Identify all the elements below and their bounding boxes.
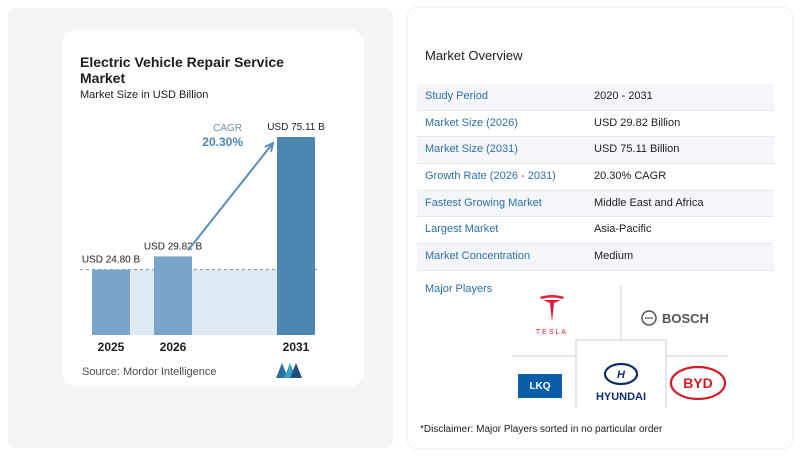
overview-card bbox=[408, 8, 792, 448]
lkq-logo-text: LKQ bbox=[529, 381, 550, 392]
row-label: Growth Rate (2026 - 2031) bbox=[425, 170, 556, 183]
lkq-logo-icon: LKQ bbox=[518, 374, 562, 398]
mordor-logo-icon bbox=[276, 363, 302, 378]
chart-subtitle: Market Size in USD Billion bbox=[80, 89, 209, 101]
row-label: Market Size (2031) bbox=[425, 143, 518, 156]
overview-row: Market Concentration Medium bbox=[417, 244, 774, 271]
bar-chart: USD 24.80 B 2025 USD 29.82 B 2026 USD 75.11 … bbox=[80, 122, 325, 354]
tesla-logo-text: TESLA bbox=[536, 329, 568, 336]
x-tick-label: 2025 bbox=[98, 340, 125, 354]
row-value: USD 29.82 Billion bbox=[594, 116, 681, 129]
disclaimer: *Disclaimer: Major Players sorted in no … bbox=[420, 424, 663, 435]
x-tick-label: 2026 bbox=[160, 340, 187, 354]
row-value: 20.30% CAGR bbox=[594, 170, 667, 183]
row-label: Fastest Growing Market bbox=[425, 196, 542, 209]
hyundai-logo-icon: H HYUNDAI bbox=[596, 362, 646, 403]
cagr-label: CAGR bbox=[213, 123, 242, 134]
overview-row: Market Size (2026) USD 29.82 Billion bbox=[417, 111, 774, 138]
byd-logo-icon: BYD bbox=[669, 365, 727, 401]
source-note: Source: Mordor Intelligence bbox=[82, 366, 217, 378]
chart-title: Electric Vehicle Repair Service Market bbox=[80, 54, 284, 86]
byd-logo-text: BYD bbox=[683, 375, 713, 391]
row-value: Middle East and Africa bbox=[594, 196, 704, 209]
overview-row: Market Size (2031) USD 75.11 Billion bbox=[417, 137, 774, 165]
overview-row: Fastest Growing Market Middle East and Af… bbox=[417, 190, 774, 218]
overview-row: Growth Rate (2026 - 2031) 20.30% CAGR bbox=[417, 164, 774, 191]
row-value: USD 75.11 Billion bbox=[594, 143, 680, 156]
hyundai-logo-text: HYUNDAI bbox=[596, 391, 646, 403]
row-value: Asia-Pacific bbox=[594, 223, 652, 236]
data-label: USD 75.11 B bbox=[267, 122, 325, 133]
bosch-logo-icon: BOSCH bbox=[641, 310, 709, 326]
row-value: Medium bbox=[594, 250, 634, 263]
overview-row: Study Period 2020 - 2031 bbox=[417, 84, 774, 111]
data-label: USD 29.82 B bbox=[144, 241, 203, 252]
data-label: USD 24.80 B bbox=[82, 255, 141, 266]
major-players-label: Major Players bbox=[425, 283, 493, 295]
row-value: 2020 - 2031 bbox=[594, 90, 653, 102]
row-label: Market Concentration bbox=[425, 250, 531, 263]
bosch-logo-text: BOSCH bbox=[662, 311, 709, 326]
cagr-arrow-head bbox=[264, 141, 275, 153]
x-tick-label: 2031 bbox=[283, 340, 310, 354]
bar-2025 bbox=[92, 269, 130, 335]
bar-2026 bbox=[154, 256, 192, 335]
cagr-value: 20.30% bbox=[202, 135, 243, 149]
svg-text:H: H bbox=[617, 369, 626, 381]
bar-2031 bbox=[277, 137, 315, 335]
row-label: Market Size (2026) bbox=[425, 116, 518, 129]
overview-table: Study Period 2020 - 2031 Market Size (202… bbox=[417, 84, 774, 271]
cagr-arrow-line bbox=[187, 142, 274, 252]
overview-row: Largest Market Asia-Pacific bbox=[417, 217, 774, 245]
row-label: Largest Market bbox=[425, 223, 499, 236]
row-label: Study Period bbox=[425, 90, 488, 102]
tesla-logo-icon: TESLA bbox=[536, 295, 568, 336]
overview-title: Market Overview bbox=[425, 48, 523, 63]
